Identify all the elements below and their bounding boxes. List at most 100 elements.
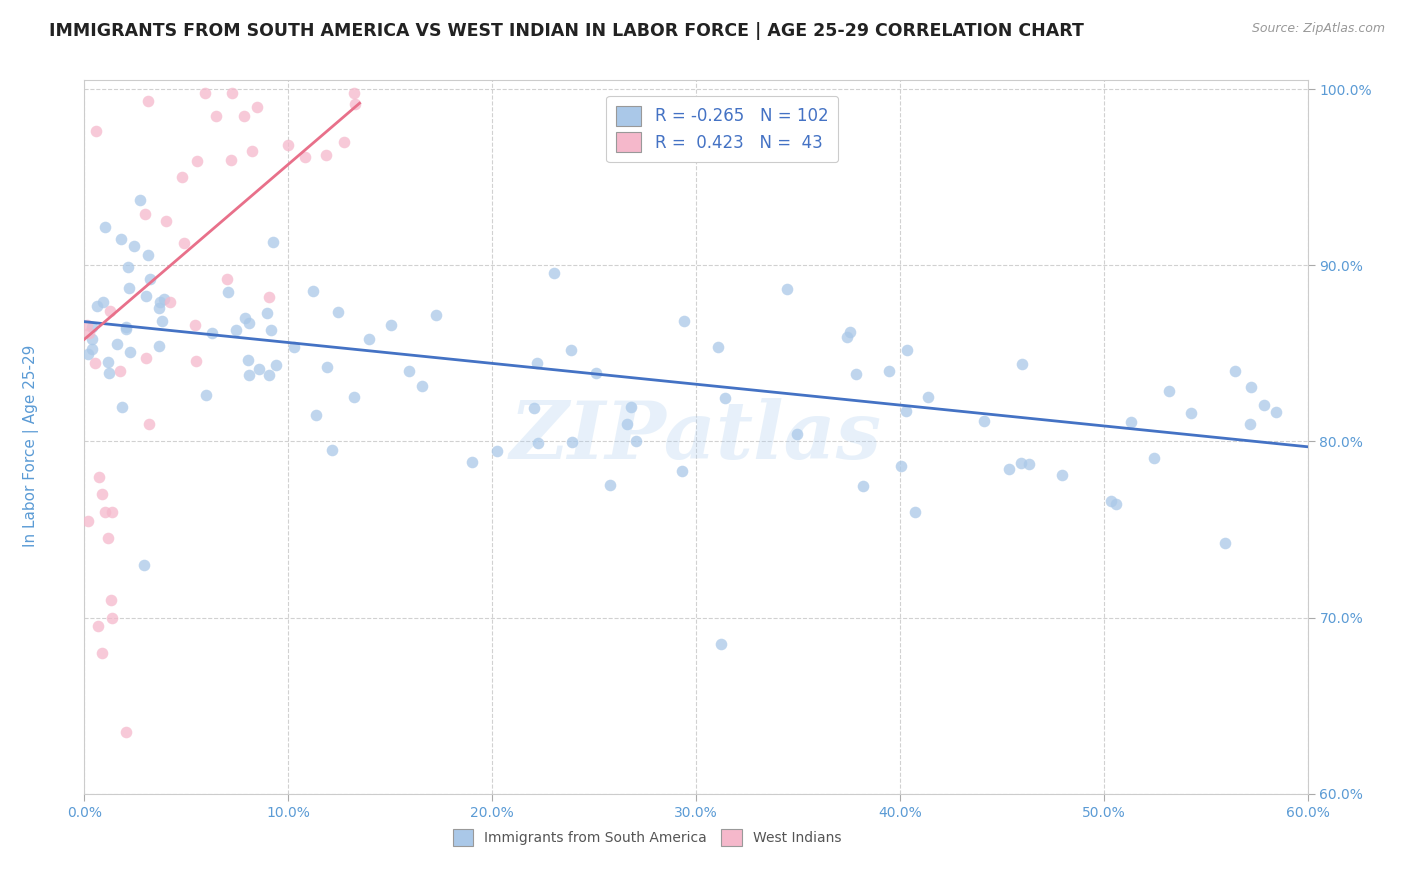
Point bbox=[460, 455, 482, 469]
Point bbox=[776, 282, 799, 296]
Point bbox=[425, 308, 447, 322]
Point bbox=[238, 368, 260, 383]
Point bbox=[135, 351, 157, 366]
Point bbox=[93, 219, 115, 234]
Point bbox=[1018, 458, 1040, 472]
Point bbox=[321, 443, 343, 458]
Point bbox=[184, 318, 207, 333]
Point bbox=[217, 285, 239, 300]
Point bbox=[998, 461, 1021, 475]
Point bbox=[1099, 494, 1122, 508]
Point bbox=[118, 281, 141, 295]
Point bbox=[305, 408, 328, 422]
Point bbox=[1105, 498, 1128, 512]
Point bbox=[343, 390, 366, 404]
Point bbox=[90, 487, 112, 501]
Point bbox=[845, 367, 868, 381]
Point bbox=[77, 514, 100, 528]
Point bbox=[673, 314, 696, 328]
Point bbox=[523, 401, 546, 415]
Point bbox=[118, 345, 141, 359]
Point bbox=[894, 404, 917, 418]
Point bbox=[246, 100, 269, 114]
Point bbox=[101, 610, 124, 624]
Point bbox=[257, 368, 280, 383]
Point bbox=[710, 637, 733, 651]
Point bbox=[97, 532, 120, 546]
Point bbox=[1010, 456, 1032, 470]
Point bbox=[172, 169, 194, 184]
Point bbox=[302, 284, 325, 298]
Point bbox=[105, 337, 128, 351]
Point bbox=[98, 303, 121, 318]
Point bbox=[98, 366, 121, 380]
Text: IMMIGRANTS FROM SOUTH AMERICA VS WEST INDIAN IN LABOR FORCE | AGE 25-29 CORRELAT: IMMIGRANTS FROM SOUTH AMERICA VS WEST IN… bbox=[49, 22, 1084, 40]
Point bbox=[236, 353, 259, 368]
Point bbox=[786, 426, 808, 441]
Point bbox=[620, 400, 643, 414]
Point bbox=[1159, 384, 1181, 399]
Point bbox=[904, 505, 927, 519]
Point bbox=[101, 505, 124, 519]
Point bbox=[316, 359, 339, 374]
Point bbox=[132, 558, 155, 572]
Point bbox=[77, 326, 100, 340]
Point bbox=[333, 135, 356, 149]
Point bbox=[238, 316, 260, 330]
Point bbox=[91, 646, 114, 660]
Point bbox=[195, 388, 218, 402]
Point bbox=[129, 193, 152, 207]
Point bbox=[599, 478, 621, 492]
Point bbox=[315, 148, 337, 162]
Point bbox=[240, 144, 263, 158]
Point bbox=[117, 260, 139, 274]
Point bbox=[153, 292, 176, 306]
Point bbox=[264, 359, 287, 373]
Point bbox=[896, 343, 918, 358]
Point bbox=[411, 379, 433, 393]
Point bbox=[114, 725, 136, 739]
Point bbox=[380, 318, 402, 332]
Point bbox=[139, 272, 162, 286]
Point bbox=[343, 86, 366, 100]
Legend: Immigrants from South America, West Indians: Immigrants from South America, West Indi… bbox=[447, 823, 846, 851]
Point bbox=[256, 306, 278, 320]
Point bbox=[204, 109, 226, 123]
Point bbox=[186, 354, 208, 368]
Point bbox=[87, 619, 110, 633]
Point bbox=[115, 319, 138, 334]
Point bbox=[671, 463, 693, 477]
Point bbox=[1052, 467, 1074, 482]
Point bbox=[149, 295, 172, 310]
Point bbox=[1239, 417, 1261, 431]
Point bbox=[839, 325, 862, 339]
Point bbox=[89, 469, 111, 483]
Point bbox=[94, 505, 117, 519]
Point bbox=[136, 94, 159, 108]
Point bbox=[86, 299, 108, 313]
Point bbox=[77, 347, 100, 361]
Point bbox=[247, 362, 270, 376]
Point bbox=[82, 319, 104, 334]
Point bbox=[917, 390, 939, 404]
Point bbox=[1011, 357, 1033, 371]
Point bbox=[560, 343, 582, 358]
Point bbox=[294, 150, 316, 164]
Point bbox=[217, 271, 239, 285]
Point bbox=[543, 266, 565, 280]
Point bbox=[97, 355, 120, 369]
Point bbox=[110, 232, 132, 246]
Point bbox=[486, 443, 509, 458]
Point bbox=[624, 434, 647, 449]
Point bbox=[262, 235, 284, 250]
Point bbox=[111, 400, 134, 414]
Point bbox=[585, 366, 607, 380]
Point bbox=[194, 86, 217, 100]
Text: In Labor Force | Age 25-29: In Labor Force | Age 25-29 bbox=[22, 345, 39, 547]
Point bbox=[138, 417, 160, 432]
Point bbox=[398, 364, 420, 378]
Point bbox=[80, 342, 103, 356]
Point bbox=[890, 458, 912, 473]
Point bbox=[526, 356, 548, 370]
Point bbox=[108, 364, 131, 378]
